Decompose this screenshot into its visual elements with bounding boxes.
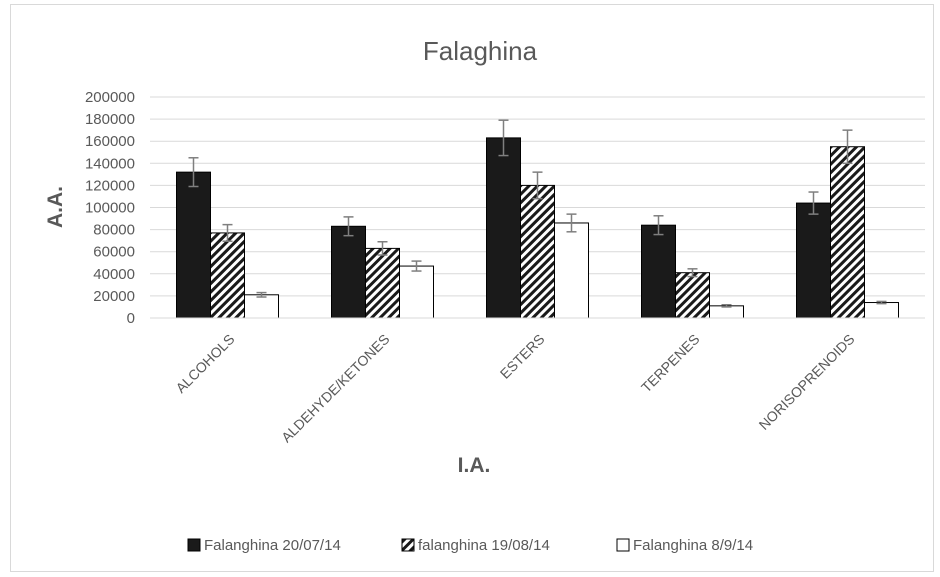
y-tick-label: 60000 [93,244,135,261]
x-category-label: TERPENES [638,331,703,396]
x-category-label: ALCOHOLS [172,331,237,396]
y-tick-label: 40000 [93,266,135,283]
y-axis-ticks: 0 20000 40000 60000 80000 100000 120000 140000 1… [85,89,135,327]
legend-swatch [187,538,201,552]
legend: Falanghina 20/07/14 falanghina 19/08/14 Fa… [187,537,753,554]
legend-label: Falanghina 20/07/14 [204,537,341,554]
y-tick-label: 180000 [85,111,135,128]
x-axis-categories: ALCOHOLS ALDEHYDE/KETONES ESTERS TERPENES NO… [172,331,857,446]
y-tick-label: 0 [127,310,135,327]
y-tick-label: 80000 [93,222,135,239]
bar [830,146,865,319]
error-bars [188,119,887,308]
bar [331,225,366,319]
bar [520,184,555,319]
y-tick-label: 160000 [85,133,135,150]
bar [675,272,710,319]
legend-label: Falanghina 8/9/14 [633,537,753,554]
y-tick-label: 100000 [85,200,135,217]
bar [554,222,589,319]
y-tick-label: 20000 [93,288,135,305]
y-tick-label: 200000 [85,89,135,106]
x-axis-title: I.A. [458,454,491,477]
gridlines [150,96,925,297]
bars [176,137,899,319]
chart-frame [10,4,934,572]
bar [641,224,676,319]
x-category-label: ALDEHYDE/KETONES [278,331,393,446]
legend-swatch [401,538,415,552]
x-category-label: ESTERS [497,331,548,382]
y-tick-label: 140000 [85,155,135,172]
bar [796,202,831,319]
bar [486,137,521,319]
bar [244,294,279,319]
bar [210,232,245,319]
chart-title: Falaghina [423,36,538,66]
y-tick-label: 120000 [85,177,135,194]
legend-swatch [616,538,630,552]
x-category-label: NORISOPRENOIDS [756,331,858,433]
legend-label: falanghina 19/08/14 [418,537,550,554]
bar [176,171,211,319]
bar [864,302,899,319]
bar [365,247,400,319]
y-axis-title: A.A. [44,186,67,228]
bar [399,265,434,319]
